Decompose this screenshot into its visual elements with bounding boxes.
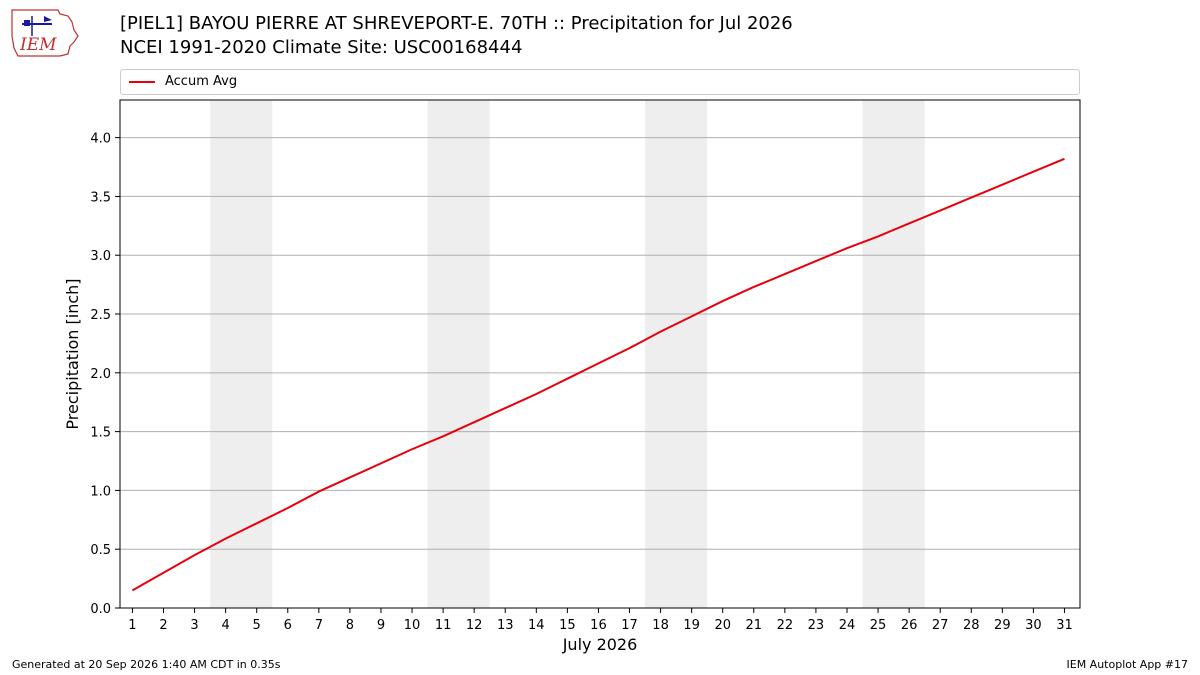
x-tick-label: 18 [652, 618, 669, 633]
y-axis-label: Precipitation [inch] [63, 278, 82, 429]
iem-logo-text: IEM [19, 35, 57, 55]
x-tick-label: 13 [497, 618, 514, 633]
x-tick-label: 9 [377, 618, 385, 633]
weekend-band-2 [427, 100, 490, 608]
x-tick-label: 19 [683, 618, 700, 633]
x-tick-label: 2 [159, 618, 167, 633]
x-tick-label: 12 [466, 618, 483, 633]
x-tick-label: 30 [1025, 618, 1042, 633]
weekend-band-4 [862, 100, 925, 608]
legend-label-accum-avg: Accum Avg [165, 74, 238, 89]
x-tick-label: 24 [839, 618, 856, 633]
y-tick-label: 3.0 [90, 249, 111, 264]
x-tick-label: 17 [621, 618, 638, 633]
iem-logo-icon: IEM [11, 9, 79, 57]
x-tick-label: 22 [777, 618, 794, 633]
x-tick-label: 31 [1056, 618, 1073, 633]
x-tick-label: 1 [128, 618, 136, 633]
y-tick-label: 2.5 [90, 308, 111, 323]
x-tick-label: 7 [315, 618, 323, 633]
x-tick-label: 5 [253, 618, 261, 633]
plot-frame [119, 99, 1081, 609]
y-axis-ticks: 0.0 0.5 1.0 1.5 2.0 2.5 3.0 3.5 4.0 [90, 132, 120, 617]
y-tick-label: 1.0 [90, 484, 111, 499]
x-tick-label: 15 [559, 618, 576, 633]
x-tick-label: 25 [870, 618, 887, 633]
y-tick-label: 3.5 [90, 190, 111, 205]
legend: Accum Avg [120, 69, 1080, 95]
x-tick-label: 8 [346, 618, 354, 633]
x-tick-label: 11 [435, 618, 452, 633]
legend-swatch-accum-avg [129, 81, 155, 83]
weekend-bands [210, 100, 925, 608]
title-line-1: [PIEL1] BAYOU PIERRE AT SHREVEPORT-E. 70… [120, 13, 793, 34]
chart-title: [PIEL1] BAYOU PIERRE AT SHREVEPORT-E. 70… [120, 12, 793, 60]
app-label: IEM Autoplot App #17 [1066, 658, 1189, 671]
x-tick-label: 3 [190, 618, 198, 633]
y-tick-label: 2.0 [90, 367, 111, 382]
x-tick-label: 10 [404, 618, 421, 633]
x-tick-label: 23 [808, 618, 825, 633]
x-tick-label: 29 [994, 618, 1011, 633]
title-line-2: NCEI 1991-2020 Climate Site: USC00168444 [120, 37, 523, 58]
x-tick-label: 28 [963, 618, 980, 633]
x-tick-label: 16 [590, 618, 607, 633]
x-tick-label: 14 [528, 618, 545, 633]
x-tick-label: 21 [746, 618, 763, 633]
series-layer [131, 157, 1065, 592]
y-tick-label: 0.5 [90, 543, 111, 558]
series-line-accum-avg [131, 157, 1065, 592]
x-tick-label: 4 [221, 618, 229, 633]
generated-timestamp: Generated at 20 Sep 2026 1:40 AM CDT in … [12, 658, 281, 671]
y-tick-label: 1.5 [90, 426, 111, 441]
x-tick-label: 26 [901, 618, 918, 633]
x-tick-label: 20 [714, 618, 731, 633]
weekend-band-1 [210, 100, 273, 608]
x-tick-label: 6 [284, 618, 292, 633]
x-axis-ticks: 1 2 3 4 5 6 7 8 9 10 11 12 13 14 15 16 17 18 19 20 21 22 23 24 2… [128, 608, 1073, 633]
x-tick-label: 27 [932, 618, 949, 633]
y-tick-label: 4.0 [90, 132, 111, 147]
x-axis-label: July 2026 [562, 635, 638, 654]
y-tick-label: 0.0 [90, 602, 111, 617]
weekend-band-3 [645, 100, 708, 608]
